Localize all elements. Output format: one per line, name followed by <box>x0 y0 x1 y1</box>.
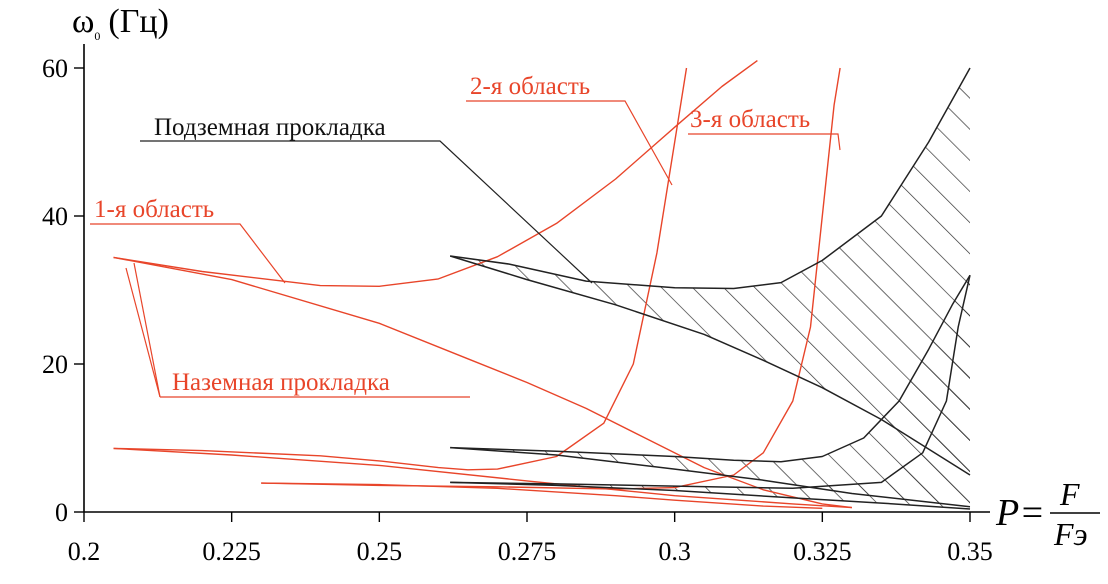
y-axis-label: ω0 (Гц) <box>72 3 169 43</box>
ground-curve-1 <box>113 256 852 509</box>
x-tick-label: 0.2 <box>68 537 101 566</box>
tick-layer: 0 20 40 60 0.2 0.225 0.25 0.275 0.3 0.325 0.35 <box>42 54 993 566</box>
x-axis-label-denominator: Fэ <box>1053 516 1088 552</box>
underground-curve-9 <box>450 446 971 508</box>
ground-curve-2 <box>113 67 688 471</box>
ground-curve-4 <box>261 67 841 490</box>
y-axis-unit: (Гц) <box>108 3 169 40</box>
underground-curve-6 <box>450 67 971 290</box>
hatched-region <box>450 275 970 509</box>
underground-curve-10 <box>450 275 971 490</box>
annotation-ground: Наземная прокладка <box>172 369 390 396</box>
x-tick-label: 0.3 <box>658 537 691 566</box>
series-layer <box>113 60 971 510</box>
x-tick-label: 0.325 <box>793 537 852 566</box>
ground-curve-3 <box>113 447 852 509</box>
y-axis-symbol: ω <box>72 3 94 40</box>
x-tick-label: 0.25 <box>357 537 403 566</box>
x-tick-label: 0.225 <box>202 537 261 566</box>
hatched-region <box>450 68 970 475</box>
x-tick-label: 0.35 <box>947 537 993 566</box>
leader-underground <box>140 140 593 284</box>
annotation-region-1: 1-я область <box>94 196 214 223</box>
leader-ground-a <box>133 262 161 398</box>
leader-ground-b <box>125 267 161 398</box>
x-axis-label-p: P= <box>995 492 1045 534</box>
y-tick-label: 60 <box>42 54 68 83</box>
leader-2-region <box>466 100 673 186</box>
x-tick-label: 0.275 <box>498 537 557 566</box>
y-tick-label: 40 <box>42 202 68 231</box>
annotation-region-2: 2-я область <box>470 73 590 100</box>
ground-curve-5 <box>261 482 823 509</box>
annotation-underground: Подземная прокладка <box>154 114 386 141</box>
ground-curve-0 <box>113 60 758 287</box>
underground-curve-11 <box>450 481 971 510</box>
leader-3-region <box>688 133 841 151</box>
underground-curve-7 <box>449 255 971 476</box>
x-axis-label-numerator: F <box>1059 476 1080 512</box>
y-axis-subscript: 0 <box>94 29 100 43</box>
annotation-region-3: 3-я область <box>690 106 810 133</box>
y-tick-label: 20 <box>42 350 68 379</box>
leader-1-region <box>90 223 286 284</box>
y-tick-label: 0 <box>55 498 68 527</box>
underground-curve-8 <box>450 274 971 463</box>
annotation-leaders <box>90 100 841 398</box>
